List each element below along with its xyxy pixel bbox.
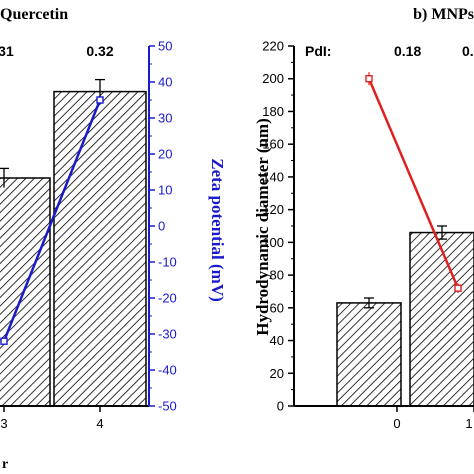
panel-b-pdi-labels: 0.18 0.3 — [394, 43, 474, 59]
y2-tick-label: -10 — [158, 255, 177, 270]
panel-b-title: b) MNPs — [413, 6, 474, 23]
pdi-label: 0.32 — [86, 43, 113, 59]
x-tick-label: 0 — [393, 416, 400, 431]
bar — [336, 302, 402, 407]
y-tick-label: 100 — [262, 235, 284, 250]
panel-b: b) MNPs Hydrodynamic diameter (nm) 0 20 40… — [253, 6, 474, 431]
panel-a-zeta-series — [0, 96, 104, 345]
panel-b-pdi-prefix: PdI: — [305, 43, 331, 59]
y2-tick-label: -50 — [158, 399, 177, 414]
y-tick-label: 20 — [270, 366, 284, 381]
panel-b-bars — [336, 225, 474, 407]
pdi-label: 0.3 — [462, 43, 474, 59]
y2-tick-label: 10 — [158, 183, 172, 198]
panel-a-bars — [0, 78, 147, 407]
partial-axis-label: r — [2, 457, 8, 472]
panel-b-y-ticks: 0 20 40 60 80 100 120 140 160 180 200 220 — [262, 39, 294, 414]
bar — [53, 90, 147, 407]
panel-a: Quercetin .31 0.32 50 40 30 20 10 0 -10 -20 -30 -4… — [0, 6, 227, 472]
panel-a-right-axis-label: Zeta potential (mV) — [208, 158, 227, 302]
y-tick-label: 220 — [262, 39, 284, 54]
y-tick-label: 60 — [270, 300, 284, 315]
panel-a-pdi-labels: .31 0.32 — [0, 43, 114, 59]
zeta-point — [96, 96, 104, 104]
y2-tick-label: 30 — [158, 111, 172, 126]
pdi-label: .31 — [0, 43, 14, 59]
zeta-line — [367, 78, 460, 289]
x-tick-label: 3 — [0, 416, 7, 431]
y-tick-label: 0 — [277, 399, 284, 414]
bar — [409, 231, 474, 407]
y2-tick-label: 0 — [158, 219, 165, 234]
y-tick-label: 160 — [262, 137, 284, 152]
zeta-point — [365, 75, 373, 83]
panel-b-y-axis-label: Hydrodynamic diameter (nm) — [253, 118, 272, 336]
zeta-point — [0, 337, 8, 345]
y2-tick-label: -20 — [158, 291, 177, 306]
x-tick-label: 1 — [465, 416, 472, 431]
y-tick-label: 120 — [262, 202, 284, 217]
pdi-label: 0.18 — [394, 43, 421, 59]
zeta-point — [454, 284, 462, 292]
y2-tick-label: 50 — [158, 39, 172, 54]
panel-a-title: Quercetin — [0, 6, 68, 23]
y-tick-label: 200 — [262, 71, 284, 86]
zeta-line — [2, 99, 102, 342]
y-tick-label: 80 — [270, 268, 284, 283]
panel-a-right-ticks: 50 40 30 20 10 0 -10 -20 -30 -40 -50 — [149, 39, 177, 414]
bar — [0, 177, 51, 407]
y2-tick-label: 40 — [158, 75, 172, 90]
y2-tick-label: -40 — [158, 363, 177, 378]
y2-tick-label: -30 — [158, 327, 177, 342]
y-tick-label: 40 — [270, 333, 284, 348]
y-tick-label: 140 — [262, 169, 284, 184]
x-tick-label: 4 — [96, 416, 103, 431]
y-tick-label: 180 — [262, 104, 284, 119]
panel-b-zeta-series — [365, 72, 462, 294]
y2-tick-label: 20 — [158, 147, 172, 162]
